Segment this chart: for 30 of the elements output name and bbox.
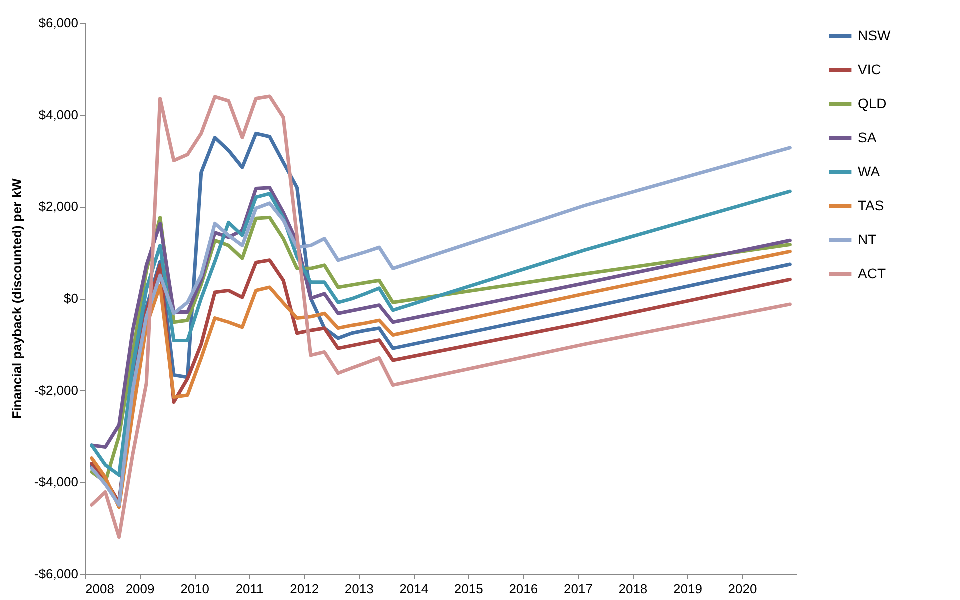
y-tick-label: -$6,000 <box>34 566 78 582</box>
x-tick-label: 2013 <box>344 582 374 596</box>
x-tick-label: 2015 <box>454 582 484 596</box>
legend-label: WA <box>858 164 881 180</box>
legend-label: ACT <box>858 266 886 282</box>
x-tick-label: 2014 <box>400 582 429 596</box>
x-tick-label: 2012 <box>290 582 320 596</box>
x-tick-label: 2009 <box>126 582 155 596</box>
y-tick-label: $2,000 <box>38 199 78 214</box>
x-tick-label: 2011 <box>236 582 264 596</box>
y-tick-label: $6,000 <box>38 16 78 30</box>
y-tick-label: -$2,000 <box>34 382 78 398</box>
x-tick-label: 2018 <box>618 582 648 596</box>
x-tick-label: 2008 <box>86 582 114 596</box>
line-series <box>90 94 792 540</box>
legend-label: SA <box>858 130 878 146</box>
y-tick-label: $4,000 <box>38 107 78 122</box>
legend-label: QLD <box>858 96 887 112</box>
legend-label: NSW <box>858 28 892 44</box>
x-tick-label: 2017 <box>564 582 593 596</box>
legend-label: VIC <box>858 62 882 78</box>
y-tick-label: $0 <box>64 291 78 306</box>
x-tick-label: 2019 <box>674 582 702 596</box>
x-tick-label: 2010 <box>180 582 210 596</box>
legend-label: NT <box>858 232 878 248</box>
x-tick-label: 2020 <box>728 582 758 596</box>
y-tick-label: -$4,000 <box>34 474 78 490</box>
x-tick-label: 2016 <box>509 582 538 596</box>
legend-label: TAS <box>858 198 884 214</box>
y-axis-title: Financial payback (discounted) per kW <box>9 178 24 420</box>
